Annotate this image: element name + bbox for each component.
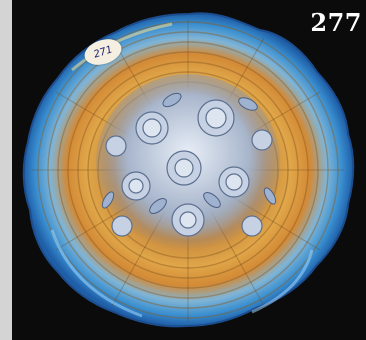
lot-number: 277 <box>310 8 362 37</box>
carnival-glass-plate-image <box>22 12 355 328</box>
photo-frame: 271 277 <box>12 0 366 340</box>
leaf-pattern <box>101 92 277 214</box>
rose-pattern <box>105 99 273 237</box>
sticker-text: 271 <box>92 43 114 61</box>
